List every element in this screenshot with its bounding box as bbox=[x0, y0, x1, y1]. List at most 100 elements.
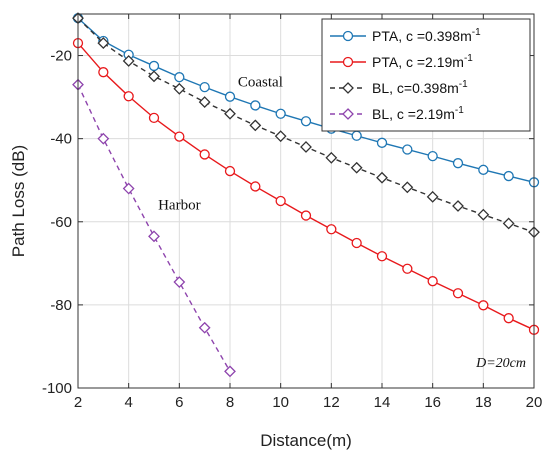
data-point-marker bbox=[376, 137, 388, 148]
data-point-marker bbox=[351, 130, 362, 141]
legend-label: PTA, c =0.398m-1 bbox=[372, 27, 481, 44]
y-tick-label: -20 bbox=[50, 48, 72, 65]
data-point-marker bbox=[97, 132, 110, 145]
legend-label: BL, c=0.398m-1 bbox=[372, 79, 468, 96]
data-point-marker bbox=[502, 217, 515, 230]
data-point-marker bbox=[148, 70, 160, 83]
x-tick-label: 16 bbox=[424, 394, 441, 411]
data-point-marker bbox=[452, 158, 464, 169]
x-tick-label: 20 bbox=[526, 394, 543, 411]
y-axis-title: Path Loss (dB) bbox=[9, 145, 28, 257]
data-point-marker bbox=[300, 116, 312, 127]
data-point-marker bbox=[478, 164, 489, 175]
data-point-marker bbox=[426, 190, 439, 203]
data-point-marker bbox=[325, 151, 338, 164]
y-tick-label: -60 bbox=[50, 214, 72, 231]
series-3 bbox=[72, 78, 236, 378]
data-point-marker bbox=[148, 230, 160, 243]
data-point-marker bbox=[477, 208, 490, 221]
data-point-marker bbox=[300, 210, 312, 221]
data-point-marker bbox=[300, 141, 312, 153]
data-point-marker bbox=[274, 130, 287, 143]
data-point-marker bbox=[199, 149, 210, 160]
x-tick-label: 6 bbox=[175, 394, 183, 411]
data-point-marker bbox=[342, 56, 354, 68]
data-point-marker bbox=[148, 60, 160, 72]
x-tick-label: 10 bbox=[272, 394, 289, 411]
data-point-marker bbox=[224, 165, 236, 177]
data-point-marker bbox=[174, 72, 185, 83]
data-point-marker bbox=[198, 321, 211, 334]
legend-label: PTA, c =2.19m-1 bbox=[372, 53, 473, 70]
data-point-marker bbox=[198, 96, 211, 109]
legend-label-text: PTA, c =0.398m bbox=[372, 28, 472, 44]
legend-entry-0: PTA, c =0.398m-1 bbox=[330, 27, 481, 44]
data-point-marker bbox=[97, 37, 110, 50]
x-tick-label: 18 bbox=[475, 394, 492, 411]
data-point-marker bbox=[249, 119, 262, 132]
data-point-marker bbox=[148, 112, 160, 124]
legend-label-text: PTA, c =2.19m bbox=[372, 54, 464, 70]
data-point-marker bbox=[224, 91, 236, 102]
legend-label: BL, c =2.19m-1 bbox=[372, 105, 464, 122]
legend-entry-1: PTA, c =2.19m-1 bbox=[330, 53, 473, 70]
annotation-label: Harbor bbox=[158, 197, 200, 213]
legend-label-superscript: -1 bbox=[464, 53, 473, 64]
data-point-marker bbox=[342, 108, 354, 120]
data-point-marker bbox=[402, 263, 413, 274]
data-point-marker bbox=[503, 313, 514, 324]
annotation-label: D=20cm bbox=[475, 356, 526, 371]
y-tick-label: -80 bbox=[50, 297, 72, 314]
x-tick-label: 14 bbox=[374, 394, 391, 411]
y-tick-label: -100 bbox=[42, 380, 72, 397]
annotations: Coastal Harbor D=20cm bbox=[158, 75, 526, 372]
legend-label-superscript: -1 bbox=[455, 105, 464, 116]
data-point-marker bbox=[452, 200, 464, 212]
data-point-marker bbox=[173, 276, 186, 288]
data-point-marker bbox=[123, 91, 134, 102]
data-point-marker bbox=[122, 55, 135, 67]
y-tick-label: -40 bbox=[50, 131, 72, 148]
data-point-marker bbox=[427, 276, 438, 287]
plot-frame bbox=[77, 13, 535, 389]
data-point-marker bbox=[342, 30, 354, 42]
data-point-marker bbox=[98, 67, 109, 78]
data-point-marker bbox=[173, 82, 186, 95]
legend-entry-2: BL, c=0.398m-1 bbox=[330, 79, 468, 96]
legend-label-superscript: -1 bbox=[472, 27, 481, 38]
series-1 bbox=[72, 37, 540, 335]
data-point-marker bbox=[250, 100, 261, 111]
x-tick-label: 8 bbox=[226, 394, 234, 411]
data-point-marker bbox=[503, 170, 514, 182]
series-group bbox=[72, 12, 540, 378]
data-point-marker bbox=[199, 81, 210, 93]
legend-box bbox=[321, 18, 531, 132]
data-point-marker bbox=[122, 182, 135, 195]
data-point-marker bbox=[478, 300, 489, 311]
data-point-marker bbox=[275, 195, 286, 207]
data-point-marker bbox=[350, 161, 363, 174]
data-point-marker bbox=[402, 144, 413, 155]
data-point-marker bbox=[401, 181, 414, 194]
legend-label-superscript: -1 bbox=[459, 79, 468, 90]
data-point-marker bbox=[174, 131, 185, 142]
axis-ticks: 2 4 6 8 10 12 14 16 18 20 -100 -80 -60 -40 -20 bbox=[42, 14, 542, 411]
data-point-marker bbox=[376, 171, 388, 184]
data-point-marker bbox=[351, 237, 362, 249]
data-point-marker bbox=[342, 82, 354, 94]
data-point-marker bbox=[452, 288, 464, 299]
x-axis-title: Distance(m) bbox=[260, 431, 352, 450]
data-point-marker bbox=[376, 251, 388, 262]
legend-label-text: BL, c=0.398m bbox=[372, 80, 459, 96]
x-tick-label: 4 bbox=[124, 394, 132, 411]
legend-entry-3: BL, c =2.19m-1 bbox=[330, 105, 464, 122]
data-point-marker bbox=[275, 108, 286, 119]
annotation-label: Coastal bbox=[238, 75, 283, 91]
data-point-marker bbox=[427, 150, 438, 162]
x-tick-label: 12 bbox=[323, 394, 340, 411]
legend-label-text: BL, c =2.19m bbox=[372, 106, 455, 122]
data-point-marker bbox=[326, 224, 337, 235]
data-point-marker bbox=[250, 181, 261, 192]
data-point-marker bbox=[224, 107, 236, 120]
